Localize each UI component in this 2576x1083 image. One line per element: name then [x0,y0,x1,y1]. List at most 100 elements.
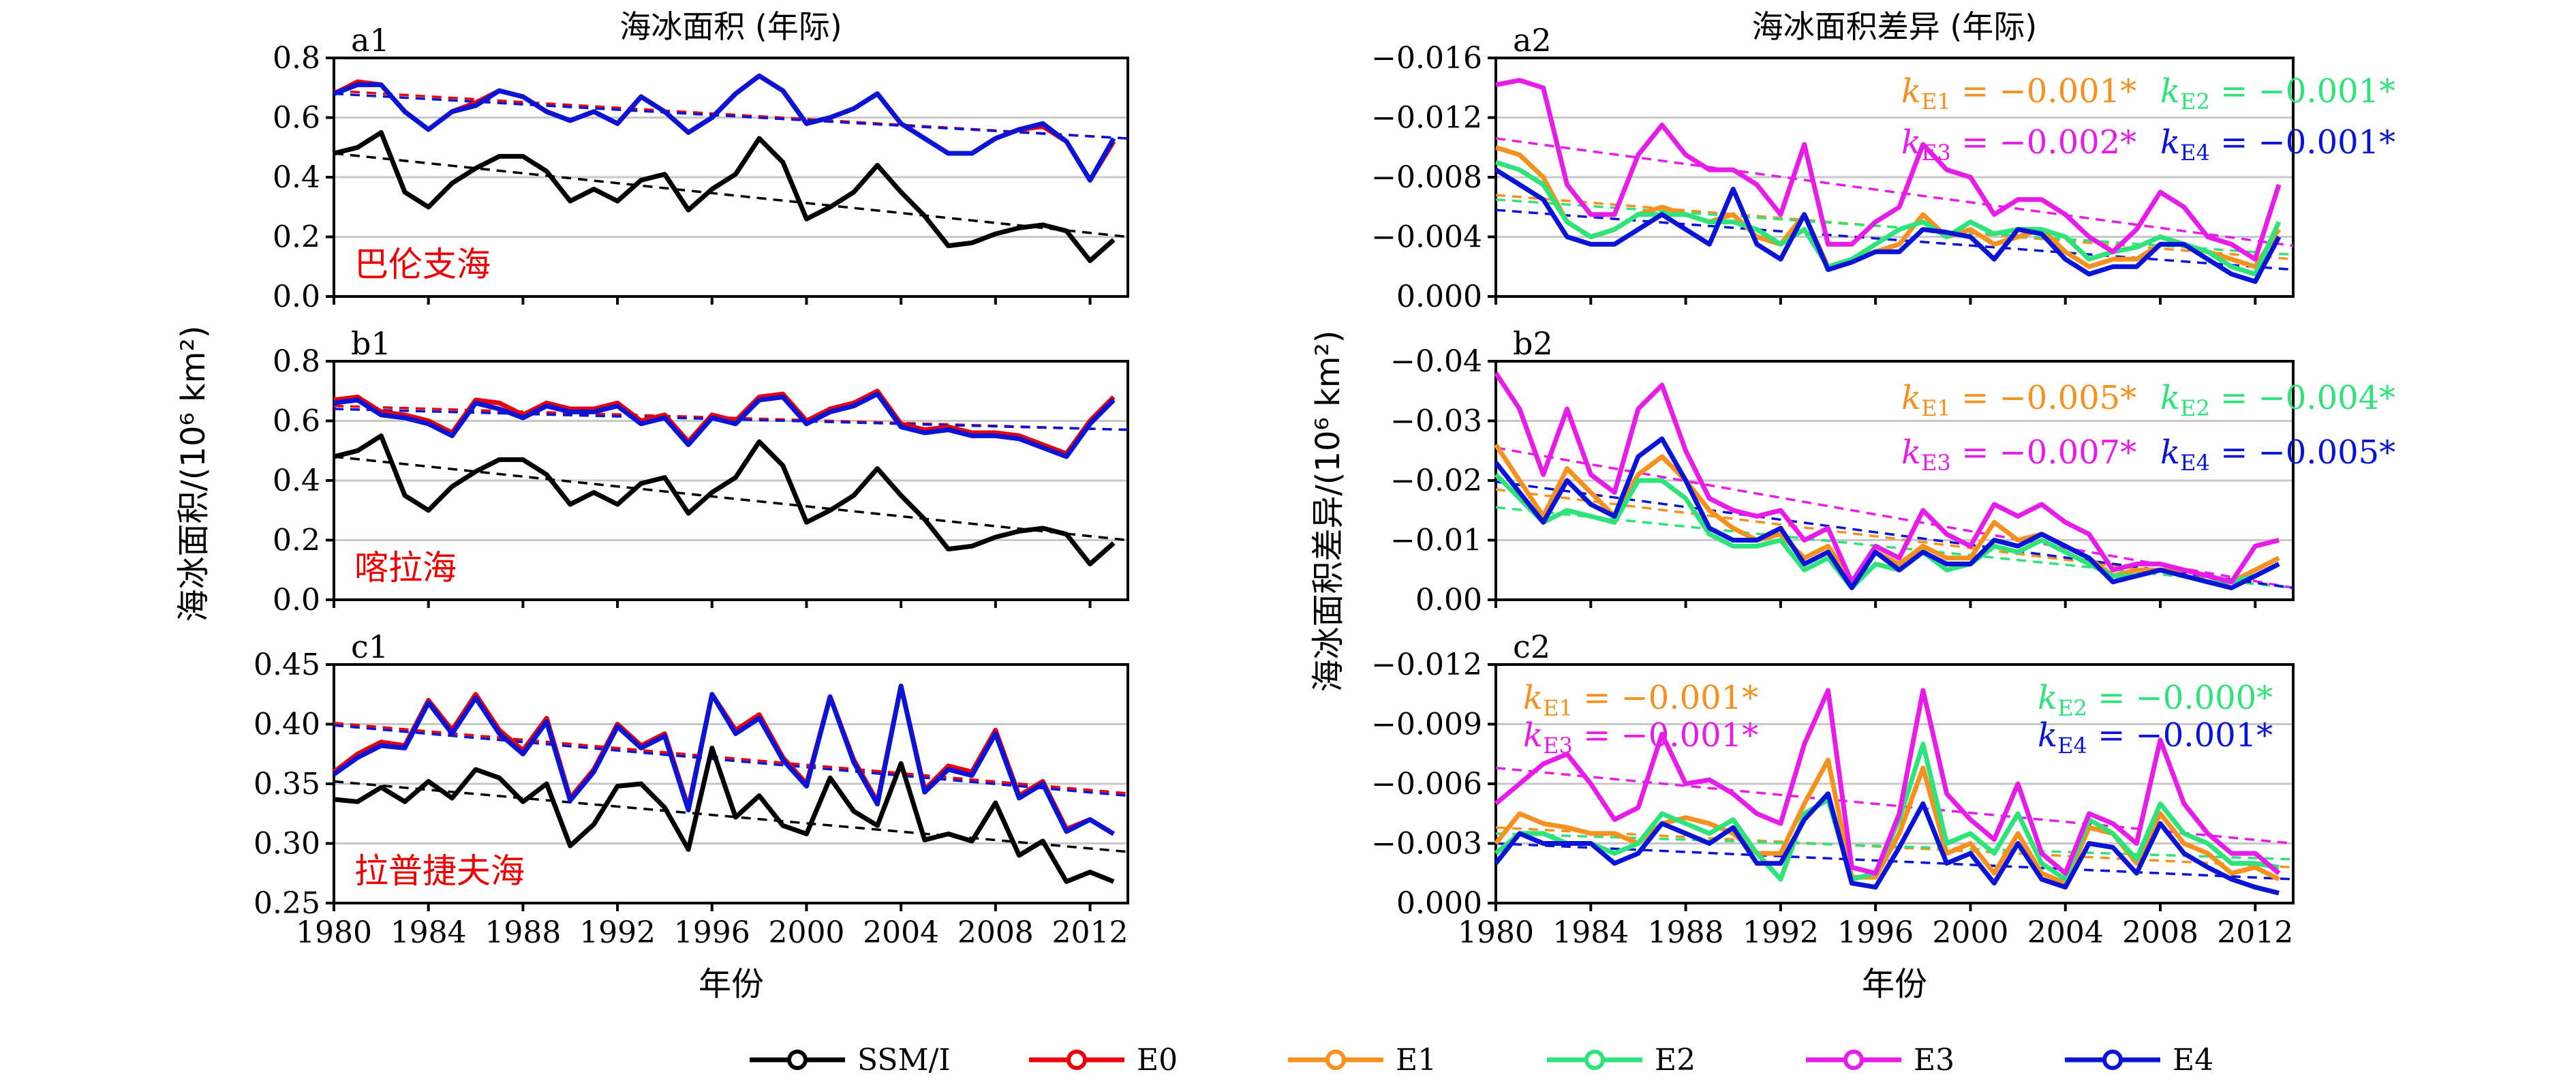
series-line-e3 [1495,78,2282,262]
legend-item-ssmi: SSM/I [750,1043,951,1078]
panel-a1: 0.0 0.2 0.4 0.6 0.8 a1 海冰面积 (年际) 巴伦支海 [273,8,1129,314]
y-tick-label: −0.004 [1371,220,1482,255]
trend-line-ssmi [333,455,1129,542]
y-tick-label: 0.4 [273,160,320,195]
legend-marker [787,1050,808,1070]
ylabel-right: 海冰面积差异/(10⁶ km²) [1309,330,1347,692]
y-tick-label: −0.01 [1390,523,1482,558]
legend-label: E4 [2173,1043,2213,1078]
legend-item-e4: E4 [2065,1043,2213,1078]
x-tick-label: 2004 [2027,915,2104,950]
y-tick-label: 0.2 [273,523,320,558]
x-tick-label: 2004 [863,915,939,950]
panel-c1: 0.25 0.30 0.35 0.40 0.45 1980 1984 1988 1992 1996… [254,628,1129,950]
panel-label-b2: b2 [1513,325,1553,362]
panel-label-c2: c2 [1513,628,1550,665]
y-tick-label: 0.25 [254,886,320,921]
series-line-e3 [1494,688,2281,876]
trend-line-e0 [333,722,1129,795]
panel-label-a1: a1 [351,22,390,59]
legend-label: E0 [1137,1043,1178,1078]
y-tick-label: 0.0 [273,583,320,617]
y-tick-label: 0.000 [1396,279,1482,314]
legend-label: E1 [1396,1043,1437,1078]
trend-line-e2 [1495,506,2294,590]
panel-b2: 0.00 −0.01 −0.02 −0.03 −0.04 b2 kE1 = −0.005* k… [1390,325,2395,617]
y-tick-label: −0.02 [1390,463,1482,498]
trend-slope-e2: kE2 = −0.001* [2160,72,2395,115]
trend-slope-e3: kE3 = −0.002* [1901,123,2136,166]
trend-slope-e3: kE3 = −0.001* [1523,716,1758,759]
series-line-e0 [332,684,1116,836]
trend-line-e2 [1495,198,2294,256]
y-tick-label: 0.30 [254,827,320,861]
legend-item-e1: E1 [1288,1043,1437,1078]
y-tick-label: 0.4 [273,463,320,498]
panel-title-a2: 海冰面积差异 (年际) [1752,8,2038,45]
x-tick-label: 1992 [579,915,656,950]
trend-slope-e4: kE4 = −0.001* [2160,123,2395,166]
x-tick-label: 1984 [390,915,467,950]
x-tick-label: 2000 [768,915,844,950]
trend-line-e4 [333,92,1129,140]
trend-slope-e2: kE2 = −0.000* [2038,679,2273,721]
y-tick-label: −0.016 [1371,41,1482,76]
xlabel-left: 年份 [699,965,764,1003]
x-tick-label: 1980 [296,915,372,950]
panel-title-a1: 海冰面积 (年际) [619,8,842,45]
panel-a2: 0.000 −0.004 −0.008 −0.012 −0.016 a2 海冰面积差异 (年… [1371,8,2395,314]
series-line-e4 [1494,168,2282,284]
panel-c2: 0.000 −0.003 −0.006 −0.009 −0.012 1980 1984 198… [1371,628,2295,950]
series-line-e4 [1494,791,2280,896]
x-tick-label: 1988 [1648,915,1724,950]
trend-line-e1 [1495,488,2294,590]
trend-line-ssmi [333,780,1129,853]
x-tick-label: 2012 [1052,915,1129,950]
y-tick-label: −0.012 [1371,101,1482,136]
ylabel-left: 海冰面积/(10⁶ km²) [174,325,213,622]
x-tick-label: 1992 [1743,915,1819,950]
trend-slope-e2: kE2 = −0.004* [2160,379,2395,421]
y-tick-label: −0.04 [1390,344,1482,379]
x-tick-label: 1984 [1552,915,1629,950]
series-line-e4 [332,684,1116,836]
legend-marker [2102,1050,2123,1070]
x-tick-label: 1988 [485,915,561,950]
charts-layer: 0.00.20.40.60.8 a1 海冰面积 (年际)巴伦支海0.00.20.40… [254,8,2395,950]
sea-label-c1: 拉普捷夫海 [354,851,525,891]
xlabel-right: 年份 [1862,965,1927,1003]
x-tick-label: 2012 [2217,915,2293,950]
trend-slope-e1: kE1 = −0.001* [1901,72,2136,115]
trend-line-ssmi [333,152,1129,239]
sea-label-b1: 喀拉海 [354,548,457,588]
series-line-e1 [1494,757,2280,886]
legend-item-e0: E0 [1029,1043,1178,1078]
y-tick-label: 0.35 [254,767,320,802]
y-tick-label: 0.6 [273,404,320,439]
trend-slope-e4: kE4 = −0.005* [2160,433,2395,476]
panel-label-c1: c1 [351,628,388,665]
x-tick-label: 2008 [2122,915,2198,950]
panel-label-b1: b1 [351,325,391,362]
series-line-e4 [1494,436,2280,590]
series-line-ssmi [333,129,1116,263]
legend-label: E2 [1655,1043,1696,1078]
x-tick-label: 1980 [1458,915,1534,950]
legend: SSM/I E0 E1 E2 E3 E4 [750,1043,2213,1078]
series-line-e2 [1494,159,2282,277]
y-tick-label: 0.6 [273,101,320,136]
panel-b1: 0.0 0.2 0.4 0.6 0.8 b1 喀拉海 [273,325,1129,617]
legend-marker [1325,1050,1346,1070]
legend-marker [1843,1050,1864,1070]
series-line-e4 [333,73,1116,183]
y-tick-label: 0.8 [273,41,320,76]
y-tick-label: 0.000 [1396,886,1482,921]
trend-slope-e3: kE3 = −0.007* [1901,433,2136,476]
sea-label-a1: 巴伦支海 [354,245,491,284]
series-line-ssmi [333,433,1116,566]
trend-line-e4 [333,724,1129,797]
trend-slope-e4: kE4 = −0.001* [2038,716,2273,759]
x-tick-label: 1996 [674,915,750,950]
x-tick-label: 1996 [1837,915,1914,950]
